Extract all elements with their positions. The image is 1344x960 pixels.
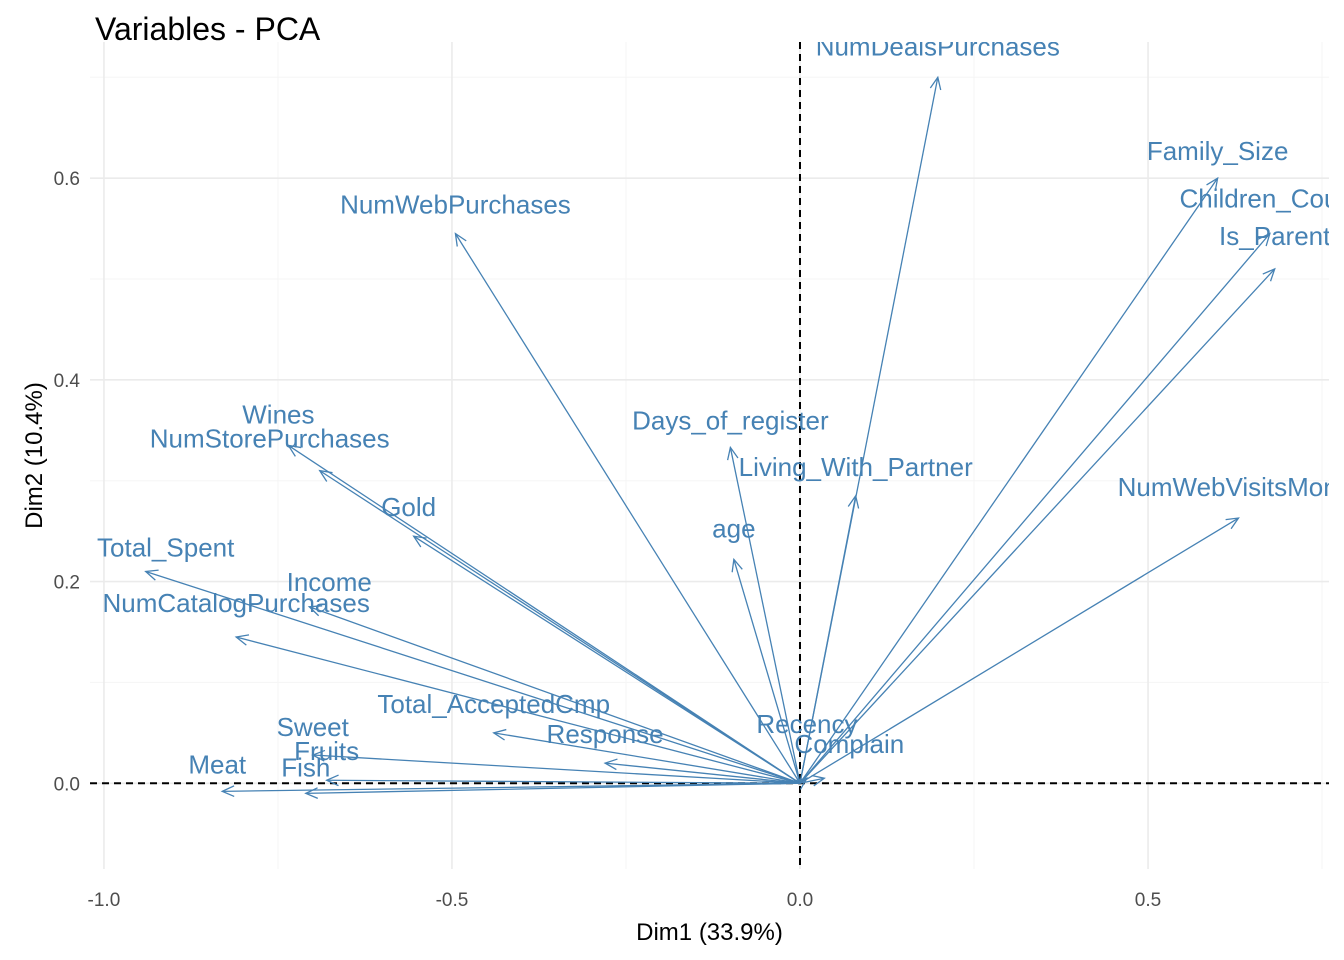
label-fruits: Fruits xyxy=(294,736,359,766)
arrow-is-parent xyxy=(799,267,1276,784)
label-total-spent: Total_Spent xyxy=(97,532,235,562)
arrow-fruits xyxy=(325,774,800,787)
arrow-days-of-register xyxy=(726,445,801,784)
label-meat: Meat xyxy=(188,749,247,779)
arrow-numstorepurchases xyxy=(318,469,801,784)
label-complain: Complain xyxy=(794,729,904,759)
label-numcatalogpurchases: NumCatalogPurchases xyxy=(102,588,369,618)
label-fish: Fish xyxy=(281,752,330,782)
arrow-response xyxy=(603,758,801,784)
x-tick-label: -0.5 xyxy=(436,890,469,911)
label-numdealspurchases: NumDealsPurchases xyxy=(816,31,1060,61)
label-family-size: Family_Size xyxy=(1147,136,1289,166)
arrow-gold xyxy=(412,535,801,784)
y-tick-label: 0.0 xyxy=(54,774,80,795)
zero-reference-lines xyxy=(90,42,1329,869)
arrow-fish xyxy=(304,782,801,800)
grid xyxy=(90,42,1329,869)
label-recency: Recency xyxy=(756,709,857,739)
label-numstorepurchases: NumStorePurchases xyxy=(150,424,390,454)
arrow-living-with-partner xyxy=(799,494,860,784)
label-response: Response xyxy=(547,719,664,749)
x-tick-label: 0.0 xyxy=(787,890,813,911)
label-gold: Gold xyxy=(381,492,436,522)
label-numwebvisitsmonth: NumWebVisitsMonth xyxy=(1118,472,1344,502)
variable-labels: NumDealsPurchases Family_Size Children_Cou… xyxy=(97,31,1344,782)
chart-title: Variables - PCA xyxy=(95,11,321,47)
arrow-wines xyxy=(287,444,801,784)
label-living-with-partner: Living_With_Partner xyxy=(739,452,973,482)
arrow-children-count xyxy=(799,232,1271,784)
y-tick-label: 0.6 xyxy=(54,169,80,190)
y-tick-label: 0.4 xyxy=(54,371,81,392)
label-wines: Wines xyxy=(242,399,314,429)
arrow-total-spent xyxy=(144,569,801,784)
arrow-complain xyxy=(799,774,826,787)
label-is-parent: Is_Parent xyxy=(1219,221,1331,251)
arrow-numwebvisitsmonth xyxy=(799,517,1240,784)
arrow-family-size xyxy=(799,176,1219,784)
label-sweet: Sweet xyxy=(277,712,350,742)
arrow-total-acceptedcmp xyxy=(492,728,801,784)
arrow-sweet xyxy=(311,749,801,784)
x-axis-title: Dim1 (33.9%) xyxy=(636,919,783,946)
label-numwebpurchases: NumWebPurchases xyxy=(340,190,571,220)
y-axis-title: Dim2 (10.4%) xyxy=(21,382,48,529)
arrow-numwebpurchases xyxy=(454,232,801,784)
label-income: Income xyxy=(287,567,372,597)
arrow-numcatalogpurchases xyxy=(234,634,801,784)
label-days-of-register: Days_of_register xyxy=(632,405,829,435)
y-tick-label: 0.2 xyxy=(54,573,80,594)
variable-arrows xyxy=(144,75,1276,800)
x-tick-label: 0.5 xyxy=(1135,890,1161,911)
x-tick-label: -1.0 xyxy=(88,890,121,911)
label-total-acceptedcmp: Total_AcceptedCmp xyxy=(377,689,610,719)
axis-tick-labels: -1.0 -0.5 0.0 0.5 0.0 0.2 0.4 0.6 xyxy=(54,169,1162,911)
arrow-age xyxy=(731,557,801,784)
label-age: age xyxy=(712,513,755,543)
label-children-count: Children_Count xyxy=(1179,184,1344,214)
arrow-income xyxy=(307,605,801,784)
